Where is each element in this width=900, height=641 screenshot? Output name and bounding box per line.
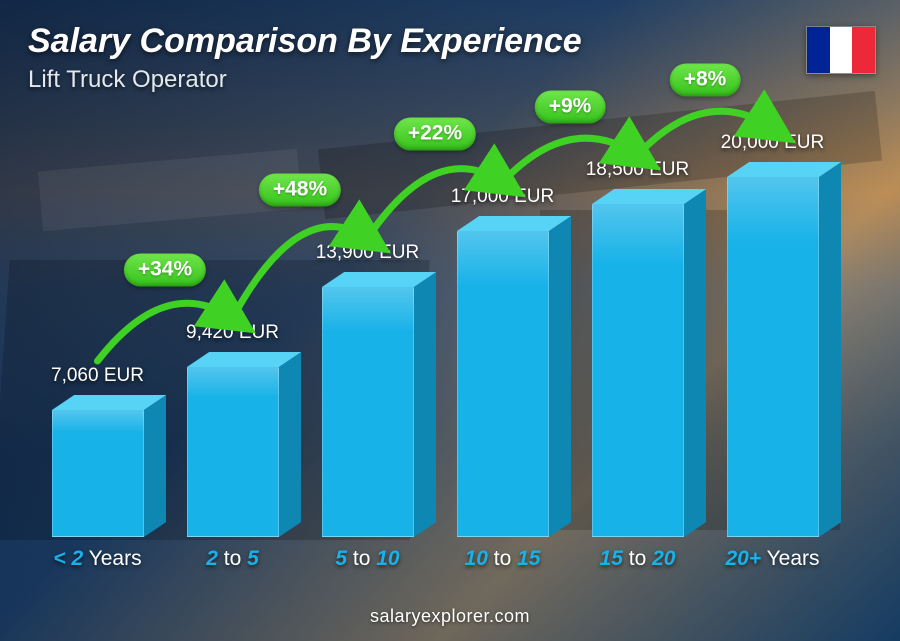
bar-value-label: 17,000 EUR: [451, 186, 555, 208]
bar-front: [322, 287, 414, 537]
percent-increase-badge: +8%: [670, 64, 741, 97]
footer-attribution: salaryexplorer.com: [0, 606, 900, 627]
flag-stripe-red: [852, 27, 875, 73]
bar-value-label: 9,420 EUR: [186, 322, 279, 344]
bar-front: [187, 367, 279, 537]
bar-side: [684, 189, 706, 537]
bar-front: [727, 177, 819, 537]
flag-stripe-white: [830, 27, 853, 73]
bar: [727, 177, 819, 537]
bar: [52, 410, 144, 537]
bar: [592, 204, 684, 537]
bar: [457, 231, 549, 537]
bar-value-label: 20,000 EUR: [721, 132, 825, 154]
bar-slot: 9,420 EUR 2 to 5: [165, 100, 300, 571]
bar-front: [457, 231, 549, 537]
bar-value-label: 7,060 EUR: [51, 365, 144, 387]
bar-front: [52, 410, 144, 537]
country-flag-france: [806, 26, 876, 74]
bar-side: [549, 216, 571, 537]
bar: [187, 367, 279, 537]
bar-side: [819, 162, 841, 537]
bar-slot: 20,000 EUR 20+ Years: [705, 100, 840, 571]
bar-category-label: < 2 Years: [53, 547, 141, 571]
infographic-stage: Salary Comparison By Experience Lift Tru…: [0, 0, 900, 641]
bar-slot: 17,000 EUR 10 to 15: [435, 100, 570, 571]
bar-slot: 18,500 EUR 15 to 20: [570, 100, 705, 571]
bar-category-label: 2 to 5: [206, 547, 259, 571]
bar-category-label: 5 to 10: [335, 547, 399, 571]
bar-slot: 13,900 EUR 5 to 10: [300, 100, 435, 571]
chart-title: Salary Comparison By Experience: [28, 22, 582, 61]
bar-category-label: 20+ Years: [725, 547, 819, 571]
flag-stripe-blue: [807, 27, 830, 73]
bar-category-label: 10 to 15: [465, 547, 541, 571]
bar-value-label: 13,900 EUR: [316, 242, 420, 264]
bar-value-label: 18,500 EUR: [586, 159, 690, 181]
chart-subtitle: Lift Truck Operator: [28, 66, 227, 94]
bar-side: [144, 395, 166, 537]
bar-front: [592, 204, 684, 537]
bar-chart: 7,060 EUR < 2 Years 9,420 EUR 2 to 5 13,900 …: [30, 100, 840, 571]
bar: [322, 287, 414, 537]
bar-side: [414, 272, 436, 537]
bar-category-label: 15 to 20: [600, 547, 676, 571]
bar-slot: 7,060 EUR < 2 Years: [30, 100, 165, 571]
bar-side: [279, 352, 301, 537]
